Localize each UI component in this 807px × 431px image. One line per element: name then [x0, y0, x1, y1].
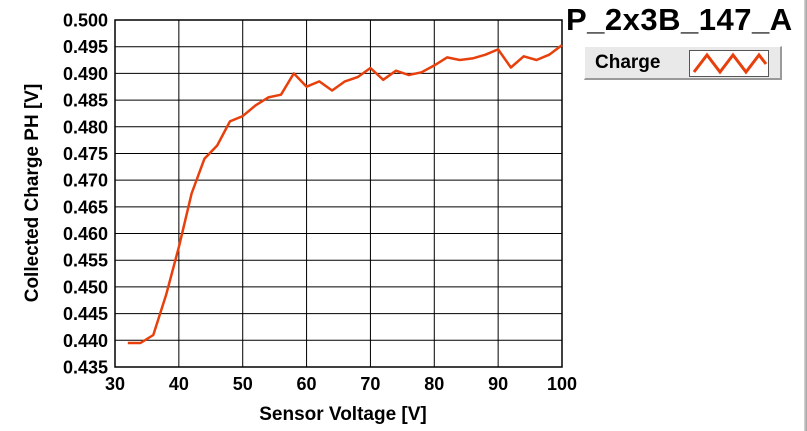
legend-swatch-graphic	[692, 52, 768, 75]
x-axis-ticks: 30 40 50 60 70 80 90 100	[105, 374, 577, 394]
plot-title: P_2x3B_147_A	[566, 2, 793, 37]
x-tick-label: 40	[169, 374, 189, 394]
x-axis-title: Sensor Voltage [V]	[259, 404, 427, 425]
y-tick-label: 0.450	[63, 277, 108, 297]
legend-line-swatch[interactable]	[689, 50, 769, 77]
y-tick-label: 0.475	[63, 144, 108, 164]
y-tick-label: 0.465	[63, 197, 108, 217]
x-tick-label: 50	[233, 374, 253, 394]
y-tick-label: 0.470	[63, 171, 108, 191]
y-tick-label: 0.480	[63, 117, 108, 137]
legend-swatch-line	[692, 52, 768, 75]
x-tick-label: 90	[488, 374, 508, 394]
x-tick-label: 80	[424, 374, 444, 394]
y-tick-label: 0.500	[63, 11, 108, 31]
x-tick-label: 100	[547, 374, 577, 394]
window-edge	[804, 0, 807, 431]
plot-border	[114, 19, 563, 368]
y-tick-label: 0.495	[63, 37, 108, 57]
y-tick-label: 0.455	[63, 251, 108, 271]
y-tick-label: 0.485	[63, 91, 108, 111]
y-tick-label: 0.460	[63, 224, 108, 244]
y-axis-ticks: 0.435 0.440 0.445 0.450 0.455 0.460 0.465 0.470…	[63, 11, 108, 378]
legend[interactable]: Charge	[584, 46, 782, 80]
x-tick-label: 70	[360, 374, 380, 394]
y-tick-label: 0.445	[63, 304, 108, 324]
y-tick-label: 0.490	[63, 64, 108, 84]
plot-area	[115, 20, 562, 367]
series	[127, 44, 563, 345]
y-tick-label: 0.435	[63, 358, 108, 378]
y-axis-title: Collected Charge PH [V]	[22, 84, 43, 303]
series-line-charge	[127, 44, 563, 345]
y-tick-label: 0.440	[63, 331, 108, 351]
x-tick-label: 30	[105, 374, 125, 394]
x-tick-label: 60	[297, 374, 317, 394]
legend-label: Charge	[595, 52, 661, 73]
